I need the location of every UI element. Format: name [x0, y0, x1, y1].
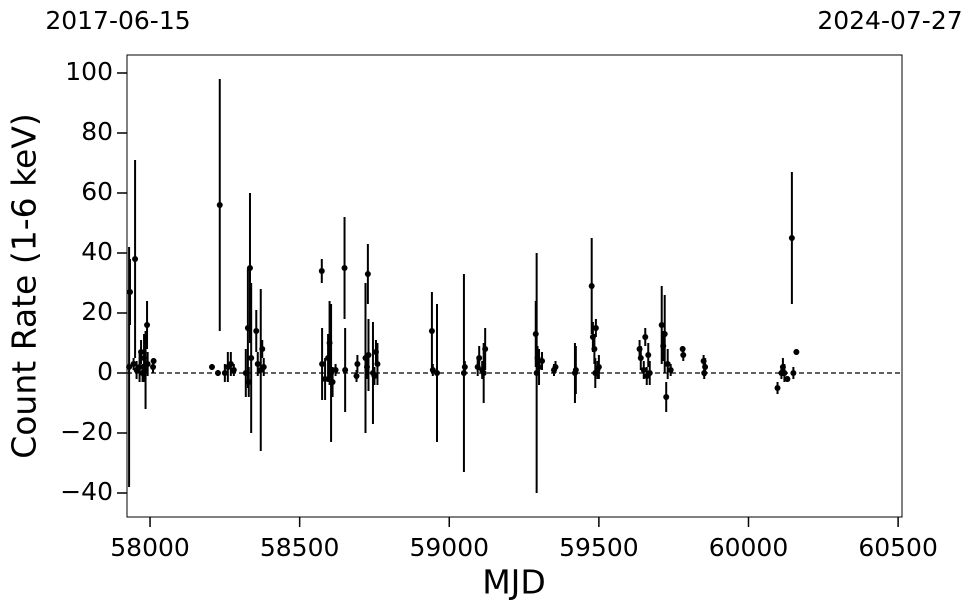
data-point: [428, 328, 435, 334]
data-point: [642, 334, 649, 340]
data-point: [552, 364, 559, 370]
data-point: [318, 268, 325, 274]
data-point: [144, 322, 151, 328]
data-point: [253, 328, 260, 334]
y-tick-label: 40: [81, 237, 113, 266]
data-point: [144, 361, 151, 367]
data-point: [242, 370, 249, 376]
data-point: [781, 370, 788, 376]
data-point: [150, 364, 157, 370]
data-point: [640, 367, 647, 373]
data-point: [790, 370, 797, 376]
x-tick-label: 60500: [858, 533, 938, 562]
plot-frame: [126, 54, 903, 518]
data-point: [374, 361, 381, 367]
data-point: [667, 367, 674, 373]
data-point: [329, 379, 336, 385]
data-point: [595, 364, 602, 370]
data-point: [784, 376, 791, 382]
data-point: [572, 367, 579, 373]
data-point: [476, 355, 483, 361]
y-tick-label: −20: [60, 417, 113, 446]
data-point: [230, 367, 237, 373]
data-point: [341, 265, 348, 271]
data-point: [592, 370, 599, 376]
data-point: [365, 352, 372, 358]
data-point: [353, 373, 360, 379]
data-point: [429, 367, 436, 373]
data-point: [539, 358, 546, 364]
data-point: [663, 394, 670, 400]
data-point: [637, 355, 644, 361]
data-point: [130, 361, 137, 367]
data-point: [664, 361, 671, 367]
data-point: [259, 346, 266, 352]
data-point: [643, 373, 650, 379]
data-point: [645, 352, 652, 358]
data-point: [245, 379, 252, 385]
data-point: [246, 265, 253, 271]
y-tick-label: 80: [81, 117, 113, 146]
data-point: [126, 364, 133, 370]
data-point: [221, 370, 228, 376]
end-date: 2024-07-27: [817, 6, 962, 35]
data-point: [216, 202, 223, 208]
y-tick-label: −40: [60, 477, 113, 506]
data-point: [322, 376, 329, 382]
data-point: [319, 361, 326, 367]
x-axis-label: MJD: [482, 563, 546, 602]
data-point: [364, 271, 371, 277]
y-tick-label: 60: [81, 177, 113, 206]
x-tick-label: 58500: [260, 533, 340, 562]
data-point: [480, 370, 487, 376]
data-point: [371, 373, 378, 379]
data-point: [788, 235, 795, 241]
y-tick-label: 0: [97, 357, 113, 386]
x-tick-label: 58000: [110, 533, 190, 562]
data-point: [354, 361, 361, 367]
x-tick-label: 59000: [410, 533, 490, 562]
data-point: [793, 349, 800, 355]
data-point: [680, 352, 687, 358]
data-point: [434, 370, 440, 376]
x-tick-label: 59500: [559, 533, 639, 562]
data-point: [591, 346, 598, 352]
data-point: [126, 289, 133, 295]
data-point: [592, 325, 599, 331]
y-axis-label: Count Rate (1-6 keV): [5, 113, 44, 459]
data-point: [254, 361, 261, 367]
y-tick-label: 100: [65, 57, 113, 86]
data-point: [138, 349, 145, 355]
data-point: [214, 370, 221, 376]
data-point: [332, 367, 339, 373]
data-point: [227, 361, 234, 367]
data-point: [136, 364, 143, 370]
x-tick-label: 60000: [709, 533, 789, 562]
data-point: [774, 385, 781, 391]
data-point: [702, 364, 709, 370]
data-point: [342, 367, 349, 373]
data-point: [461, 364, 468, 370]
data-point: [248, 355, 255, 361]
y-tick-label: 20: [81, 297, 113, 326]
data-point: [260, 364, 267, 370]
data-point: [661, 331, 668, 337]
data-point: [536, 364, 543, 370]
data-point: [588, 283, 595, 289]
data-point: [208, 364, 215, 370]
data-point: [658, 322, 665, 328]
data-point: [132, 256, 139, 262]
start-date: 2017-06-15: [45, 6, 190, 35]
data-point: [150, 358, 157, 364]
